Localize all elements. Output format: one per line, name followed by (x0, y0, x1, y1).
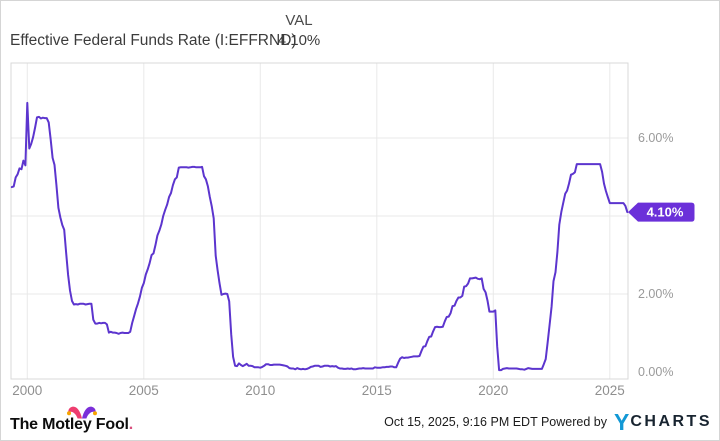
val-column-header: VAL (285, 12, 313, 29)
val-column: VAL 4.10% (263, 12, 335, 49)
svg-text:2015: 2015 (362, 383, 392, 398)
svg-text:6.00%: 6.00% (638, 131, 673, 145)
attribution: Oct 15, 2025, 9:16 PM EDT Powered by Y C… (384, 409, 712, 435)
ycharts-logo: Y CHARTS (613, 409, 712, 435)
svg-text:2000: 2000 (12, 383, 42, 398)
timestamp: Oct 15, 2025, 9:16 PM EDT Powered by (384, 415, 607, 429)
svg-text:2010: 2010 (245, 383, 275, 398)
chart-title: Effective Federal Funds Rate (I:EFFRND) (10, 32, 297, 49)
ycharts-y-glyph: Y (613, 409, 630, 435)
svg-text:0.00%: 0.00% (638, 365, 673, 379)
svg-text:2020: 2020 (478, 383, 508, 398)
motley-fool-wordmark: The Motley Fool. (10, 416, 134, 433)
svg-text:2005: 2005 (129, 383, 159, 398)
val-current-value: 4.10% (277, 32, 321, 49)
svg-text:2025: 2025 (595, 383, 625, 398)
ycharts-wordmark: CHARTS (630, 413, 712, 430)
svg-text:2.00%: 2.00% (638, 287, 673, 301)
jester-cap-icon (67, 406, 97, 419)
svg-text:4.10%: 4.10% (647, 205, 684, 220)
logo-period: . (128, 416, 134, 433)
